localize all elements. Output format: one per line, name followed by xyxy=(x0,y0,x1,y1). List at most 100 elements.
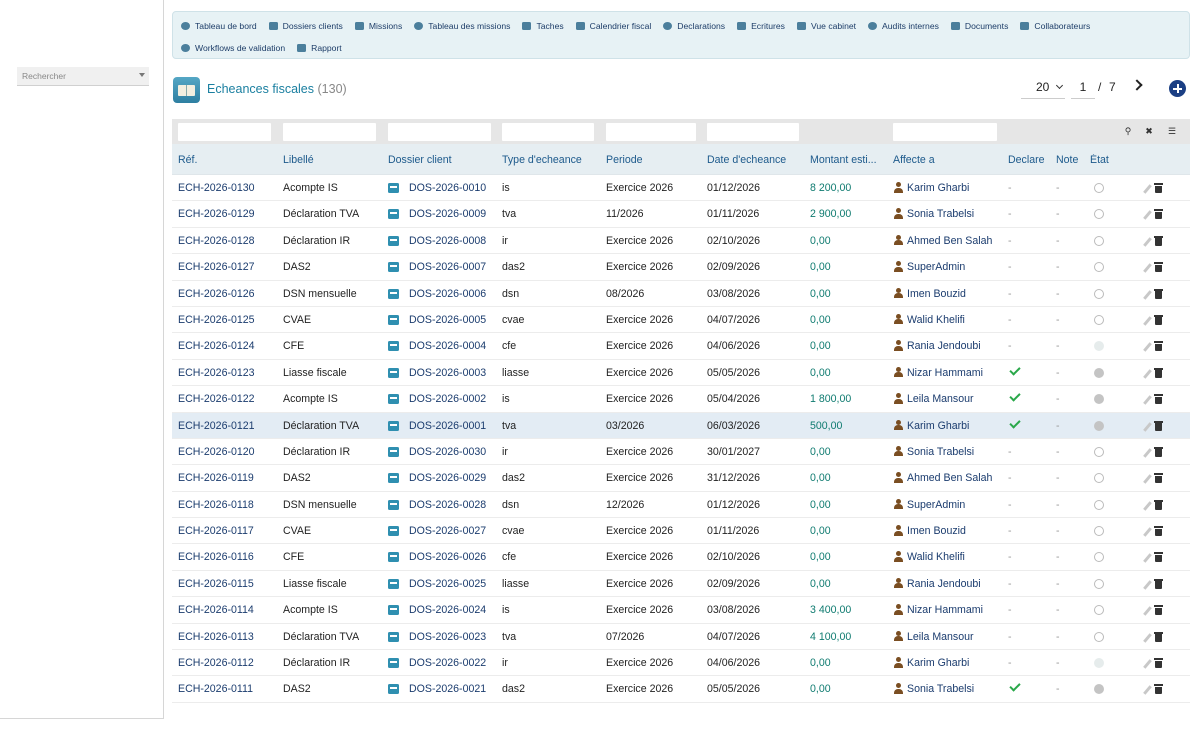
menu-item-8[interactable]: Vue cabinet xyxy=(796,18,856,34)
table-row[interactable]: ECH-2026-0127 DAS2 DOS-2026-0007 das2 Exerci… xyxy=(172,254,1190,281)
user-link[interactable]: Imen Bouzid xyxy=(907,525,966,538)
ref-link[interactable]: ECH-2026-0129 xyxy=(178,208,255,221)
ref-link[interactable]: ECH-2026-0123 xyxy=(178,366,255,379)
dossier-link[interactable]: DOS-2026-0008 xyxy=(409,234,487,247)
ref-link[interactable]: ECH-2026-0128 xyxy=(178,234,255,247)
edit-icon[interactable] xyxy=(1143,342,1152,353)
table-row[interactable]: ECH-2026-0115 Liasse fiscale DOS-2026-0025… xyxy=(172,571,1190,598)
delete-icon[interactable] xyxy=(1154,605,1163,616)
col-libelle[interactable]: Libellé xyxy=(283,154,314,166)
table-row[interactable]: ECH-2026-0124 CFE DOS-2026-0004 cfe Exercice… xyxy=(172,333,1190,360)
delete-icon[interactable] xyxy=(1154,314,1163,325)
delete-icon[interactable] xyxy=(1154,446,1163,457)
col-ref[interactable]: Réf. xyxy=(178,154,198,166)
ref-link[interactable]: ECH-2026-0111 xyxy=(178,683,253,696)
menu-item-11[interactable]: Collaborateurs xyxy=(1020,18,1090,34)
ref-link[interactable]: ECH-2026-0113 xyxy=(178,630,254,643)
col-dossier[interactable]: Dossier client xyxy=(388,154,452,166)
dossier-link[interactable]: DOS-2026-0004 xyxy=(409,340,487,353)
edit-icon[interactable] xyxy=(1143,184,1152,194)
delete-icon[interactable] xyxy=(1154,684,1163,695)
menu-item-1[interactable]: Dossiers clients xyxy=(268,18,343,34)
filter-affecte[interactable] xyxy=(893,123,997,141)
table-row[interactable]: ECH-2026-0117 CVAE DOS-2026-0027 cvae Exerci… xyxy=(172,518,1190,545)
ref-link[interactable]: ECH-2026-0112 xyxy=(178,657,254,670)
col-periode[interactable]: Periode xyxy=(606,154,643,166)
dossier-link[interactable]: DOS-2026-0028 xyxy=(409,498,487,511)
user-link[interactable]: Ahmed Ben Salah xyxy=(907,234,993,247)
dossier-link[interactable]: DOS-2026-0021 xyxy=(409,683,487,696)
edit-icon[interactable] xyxy=(1143,236,1152,247)
table-row[interactable]: ECH-2026-0129 Déclaration TVA DOS-2026-000… xyxy=(172,201,1190,228)
edit-icon[interactable] xyxy=(1143,289,1152,300)
edit-icon[interactable] xyxy=(1143,421,1152,432)
menu-item-10[interactable]: Documents xyxy=(950,18,1008,34)
dossier-link[interactable]: DOS-2026-0003 xyxy=(409,366,487,379)
ref-link[interactable]: ECH-2026-0130 xyxy=(178,182,255,194)
delete-icon[interactable] xyxy=(1154,394,1163,405)
table-row[interactable]: ECH-2026-0125 CVAE DOS-2026-0005 cvae Exerci… xyxy=(172,307,1190,334)
edit-icon[interactable] xyxy=(1143,500,1152,511)
ref-link[interactable]: ECH-2026-0126 xyxy=(178,287,255,300)
ref-link[interactable]: ECH-2026-0121 xyxy=(178,419,255,432)
column-list-icon[interactable]: ☰ xyxy=(1167,126,1177,136)
edit-icon[interactable] xyxy=(1143,685,1152,696)
user-link[interactable]: Leila Mansour xyxy=(907,393,974,406)
user-link[interactable]: Sonia Trabelsi xyxy=(907,683,975,696)
col-type[interactable]: Type d'echeance xyxy=(502,154,582,166)
table-row[interactable]: ECH-2026-0126 DSN mensuelle DOS-2026-0006 d… xyxy=(172,281,1190,307)
dossier-link[interactable]: DOS-2026-0025 xyxy=(409,577,487,590)
delete-icon[interactable] xyxy=(1154,235,1163,246)
table-row[interactable]: ECH-2026-0111 DAS2 DOS-2026-0021 das2 Exerci… xyxy=(172,676,1190,703)
dossier-link[interactable]: DOS-2026-0002 xyxy=(409,393,487,406)
delete-icon[interactable] xyxy=(1154,658,1163,669)
dossier-link[interactable]: DOS-2026-0001 xyxy=(409,419,487,432)
user-link[interactable]: Nizar Hammami xyxy=(907,366,983,379)
edit-icon[interactable] xyxy=(1143,553,1152,564)
filter-dossier[interactable] xyxy=(388,123,491,141)
menu-item-5[interactable]: Calendrier fiscal xyxy=(575,18,651,34)
delete-icon[interactable] xyxy=(1154,288,1163,299)
menu-item-4[interactable]: Taches xyxy=(522,18,564,34)
col-montant[interactable]: Montant esti... xyxy=(810,154,877,166)
user-link[interactable]: Imen Bouzid xyxy=(907,287,966,300)
dossier-link[interactable]: DOS-2026-0027 xyxy=(409,525,487,538)
dossier-link[interactable]: DOS-2026-0007 xyxy=(409,261,487,274)
delete-icon[interactable] xyxy=(1154,473,1163,484)
delete-icon[interactable] xyxy=(1154,183,1163,193)
delete-icon[interactable] xyxy=(1154,552,1163,563)
user-link[interactable]: Walid Khelifi xyxy=(907,551,965,564)
delete-icon[interactable] xyxy=(1154,420,1163,431)
table-row[interactable]: ECH-2026-0118 DSN mensuelle DOS-2026-0028 d… xyxy=(172,492,1190,519)
add-button[interactable] xyxy=(1169,80,1186,97)
table-row[interactable]: ECH-2026-0116 CFE DOS-2026-0026 cfe Exercice… xyxy=(172,544,1190,571)
dossier-link[interactable]: DOS-2026-0009 xyxy=(409,208,487,221)
table-row[interactable]: ECH-2026-0130 Acompte IS DOS-2026-0010 is Ex… xyxy=(172,175,1190,202)
ref-link[interactable]: ECH-2026-0125 xyxy=(178,313,255,326)
filter-ref[interactable] xyxy=(178,123,271,141)
col-affecte[interactable]: Affecte a xyxy=(893,154,935,166)
clear-filter-icon[interactable]: ✖ xyxy=(1145,126,1153,136)
search-icon[interactable]: ⚲ xyxy=(1124,126,1132,136)
filter-type[interactable] xyxy=(502,123,594,141)
menu-item-12[interactable]: Workflows de validation xyxy=(181,40,285,56)
user-link[interactable]: Karim Gharbi xyxy=(907,182,970,194)
edit-icon[interactable] xyxy=(1143,474,1152,485)
edit-icon[interactable] xyxy=(1143,580,1152,590)
next-page-icon[interactable] xyxy=(1131,79,1143,91)
user-link[interactable]: Sonia Trabelsi xyxy=(907,445,975,458)
table-row[interactable]: ECH-2026-0123 Liasse fiscale DOS-2026-0003… xyxy=(172,360,1190,387)
menu-item-2[interactable]: Missions xyxy=(354,18,402,34)
menu-item-9[interactable]: Audits internes xyxy=(868,18,939,34)
dossier-link[interactable]: DOS-2026-0022 xyxy=(409,657,487,670)
menu-item-7[interactable]: Ecritures xyxy=(737,18,785,34)
edit-icon[interactable] xyxy=(1143,368,1152,379)
user-link[interactable]: Karim Gharbi xyxy=(907,657,970,670)
dossier-link[interactable]: DOS-2026-0005 xyxy=(409,313,487,326)
current-page-input[interactable]: 1 xyxy=(1071,80,1095,99)
dossier-link[interactable]: DOS-2026-0010 xyxy=(409,182,487,194)
edit-icon[interactable] xyxy=(1143,659,1152,669)
edit-icon[interactable] xyxy=(1143,395,1152,405)
col-date[interactable]: Date d'echeance xyxy=(707,154,787,166)
edit-icon[interactable] xyxy=(1143,632,1152,643)
